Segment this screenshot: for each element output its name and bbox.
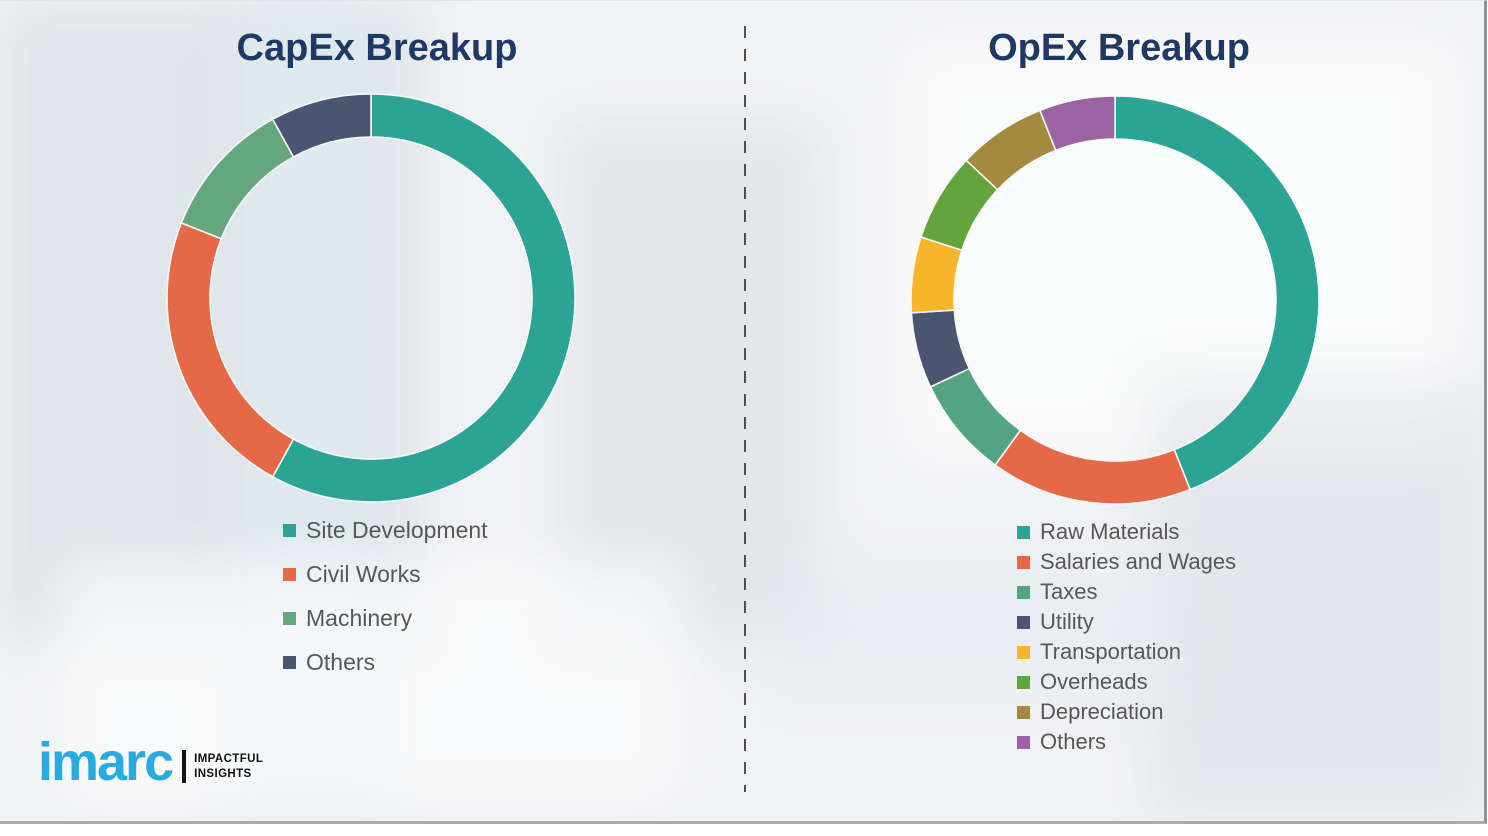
legend-label: Utility: [1040, 609, 1094, 634]
legend-swatch-icon: [1017, 615, 1030, 629]
legend-label: Raw Materials: [1040, 519, 1180, 544]
legend-swatch-icon: [283, 523, 296, 537]
capex-donut-chart: [166, 93, 576, 503]
donut-segment-others: [1038, 95, 1116, 152]
legend-swatch-icon: [1017, 735, 1030, 749]
legend-label: Others: [306, 648, 376, 675]
legend-item: Raw Materials: [1017, 517, 1236, 547]
dashed-divider: [744, 26, 746, 792]
legend-swatch-icon: [1017, 585, 1030, 599]
legend-swatch-icon: [283, 611, 296, 625]
legend-item: Depreciation: [1017, 697, 1236, 727]
imarc-logo: imarc IMPACTFUL INSIGHTS: [38, 732, 263, 792]
legend-swatch-icon: [1017, 675, 1030, 689]
legend-label: Machinery: [306, 604, 413, 631]
legend-item: Utility: [1017, 607, 1236, 637]
imarc-logo-wordmark: imarc: [38, 732, 174, 792]
legend-item: Others: [1017, 727, 1236, 757]
legend-swatch-icon: [283, 567, 296, 581]
legend-item: Others: [283, 640, 488, 684]
legend-label: Others: [1040, 729, 1107, 754]
legend-swatch-icon: [1017, 555, 1030, 569]
donut-segment-civil-works: [166, 221, 295, 478]
donut-segment-raw-materials: [1114, 95, 1320, 491]
legend-item: Machinery: [283, 596, 488, 640]
legend-label: Transportation: [1040, 639, 1182, 664]
legend-item: Overheads: [1017, 667, 1236, 697]
logo-tagline: IMPACTFUL INSIGHTS: [194, 752, 263, 782]
legend-label: Civil Works: [306, 560, 421, 587]
legend-swatch-icon: [1017, 645, 1030, 659]
legend-item: Civil Works: [283, 552, 488, 596]
capex-chart-title: CapEx Breakup: [236, 27, 518, 69]
legend-item: Taxes: [1017, 577, 1236, 607]
background-texture: [560, 121, 820, 641]
donut-segment-machinery: [180, 118, 295, 240]
legend-label: Depreciation: [1040, 699, 1164, 724]
legend-swatch-icon: [1017, 705, 1030, 719]
logo-tagline-line1: IMPACTFUL: [194, 752, 264, 765]
legend-item: Site Development: [283, 508, 488, 552]
legend-label: Taxes: [1040, 579, 1098, 604]
legend-swatch-icon: [283, 655, 296, 669]
donut-segment-others: [271, 93, 372, 158]
opex-legend: Raw Materials Salaries and Wages Taxes Util…: [1017, 517, 1236, 757]
legend-label: Site Development: [306, 516, 488, 543]
legend-label: Salaries and Wages: [1040, 549, 1237, 574]
opex-donut-chart: [910, 95, 1320, 505]
capex-legend: Site Development Civil Works Machinery Othe…: [283, 508, 488, 684]
logo-tagline-line2: INSIGHTS: [194, 768, 252, 781]
legend-item: Transportation: [1017, 637, 1236, 667]
opex-chart-title: OpEx Breakup: [988, 27, 1250, 69]
legend-label: Overheads: [1040, 669, 1148, 694]
legend-swatch-icon: [1017, 525, 1030, 539]
logo-separator-bar: [182, 750, 187, 784]
donut-segment-site-development: [271, 93, 576, 503]
donut-segment-salaries-and-wages: [993, 429, 1192, 505]
legend-item: Salaries and Wages: [1017, 547, 1236, 577]
